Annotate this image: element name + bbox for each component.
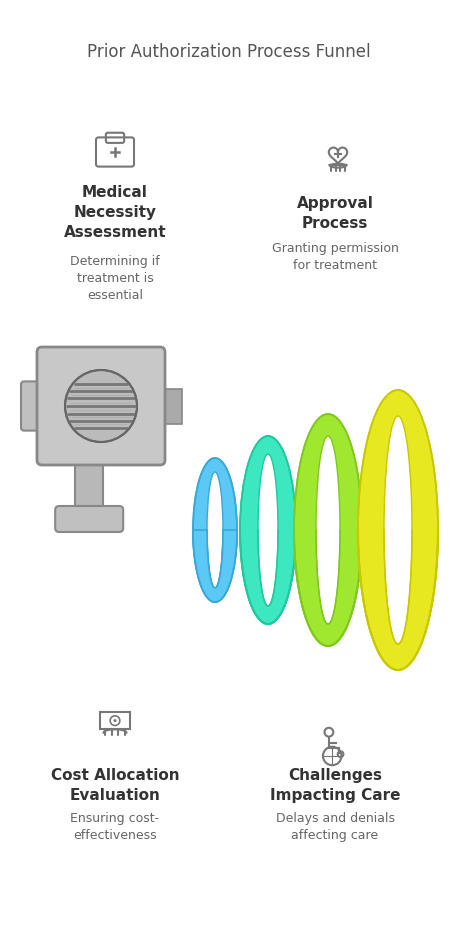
Text: Prior Authorization Process Funnel: Prior Authorization Process Funnel — [87, 43, 371, 61]
Text: Ensuring cost-
effectiveness: Ensuring cost- effectiveness — [71, 812, 159, 842]
Ellipse shape — [258, 454, 278, 606]
Polygon shape — [193, 530, 237, 602]
Ellipse shape — [358, 390, 438, 670]
Ellipse shape — [384, 416, 412, 644]
Bar — [75, 460, 103, 510]
Bar — [99, 713, 131, 729]
Text: Determining if
treatment is
essential: Determining if treatment is essential — [70, 255, 160, 302]
FancyBboxPatch shape — [21, 381, 47, 431]
Circle shape — [65, 370, 137, 442]
Text: Granting permission
for treatment: Granting permission for treatment — [272, 242, 398, 272]
FancyBboxPatch shape — [55, 506, 123, 532]
Text: Cost Allocation
Evaluation: Cost Allocation Evaluation — [51, 768, 180, 803]
Ellipse shape — [207, 472, 223, 588]
Ellipse shape — [294, 414, 362, 646]
Ellipse shape — [193, 458, 237, 602]
Ellipse shape — [240, 436, 296, 624]
Text: Delays and denials
affecting care: Delays and denials affecting care — [276, 812, 394, 842]
Text: Medical
Necessity
Assessment: Medical Necessity Assessment — [64, 185, 166, 239]
Text: Approval
Process: Approval Process — [297, 196, 373, 231]
Ellipse shape — [316, 436, 340, 624]
Circle shape — [114, 719, 116, 722]
FancyBboxPatch shape — [37, 347, 165, 465]
Text: Challenges
Impacting Care: Challenges Impacting Care — [270, 768, 400, 803]
Bar — [160, 389, 182, 423]
